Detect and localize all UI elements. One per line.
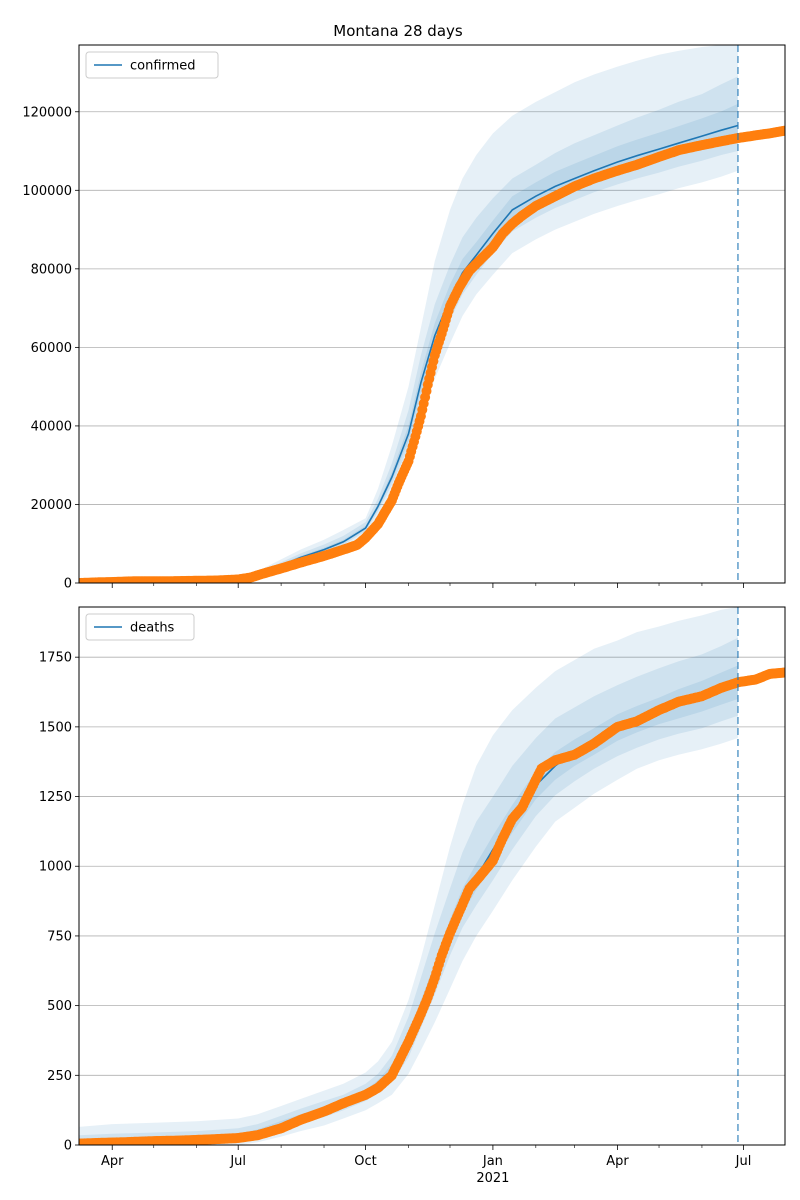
confidence-band-middle [79, 76, 738, 583]
legend: deaths [85, 613, 195, 641]
y-tick-label: 0 [64, 577, 72, 592]
axes-frame [78, 44, 786, 584]
y-tick-label: 750 [47, 929, 72, 944]
x-tick-label: Apr [606, 1154, 629, 1169]
y-tick-label: 1250 [39, 790, 72, 805]
y-tick-label: 20000 [31, 498, 72, 513]
x-tick-label: Jul [735, 1154, 752, 1169]
legend-label: confirmed [130, 59, 196, 74]
y-tick-label: 500 [47, 999, 72, 1014]
deaths-panel: 0 250 500 750 1000 1250 1500 1750 Apr Jul Oct Jan Ap… [39, 606, 786, 1169]
legend-label: deaths [130, 621, 175, 636]
legend-box [85, 51, 219, 79]
x-tick-label: Jan [482, 1154, 503, 1169]
x-tick-label: Oct [354, 1154, 376, 1169]
plot-area [79, 45, 785, 583]
y-tick-label: 1000 [39, 860, 72, 875]
confidence-band-middle [79, 637, 738, 1145]
legend: confirmed [85, 51, 219, 79]
axes-frame [78, 606, 786, 1146]
legend-box [85, 613, 195, 641]
observed-point [780, 125, 785, 136]
confidence-band-outer [79, 607, 738, 1145]
plot-area [79, 607, 785, 1145]
y-tick-label: 1750 [39, 651, 72, 666]
x-tick-label: Apr [101, 1154, 124, 1169]
confirmed-panel: 0 20000 40000 60000 80000 100000 120000 confirm… [22, 44, 786, 592]
y-tick-label: 100000 [22, 184, 72, 199]
y-tick-label: 120000 [22, 105, 72, 120]
y-tick-label: 40000 [31, 419, 72, 434]
y-tick-label: 250 [47, 1069, 72, 1084]
y-tick-label: 0 [64, 1139, 72, 1154]
y-tick-label: 60000 [31, 341, 72, 356]
x-year-label: 2021 [476, 1171, 509, 1186]
y-tick-label: 1500 [39, 720, 72, 735]
chart-title: Montana 28 days [333, 22, 463, 40]
x-tick-label: Jul [229, 1154, 246, 1169]
observed-point [780, 667, 785, 678]
y-tick-label: 80000 [31, 262, 72, 277]
